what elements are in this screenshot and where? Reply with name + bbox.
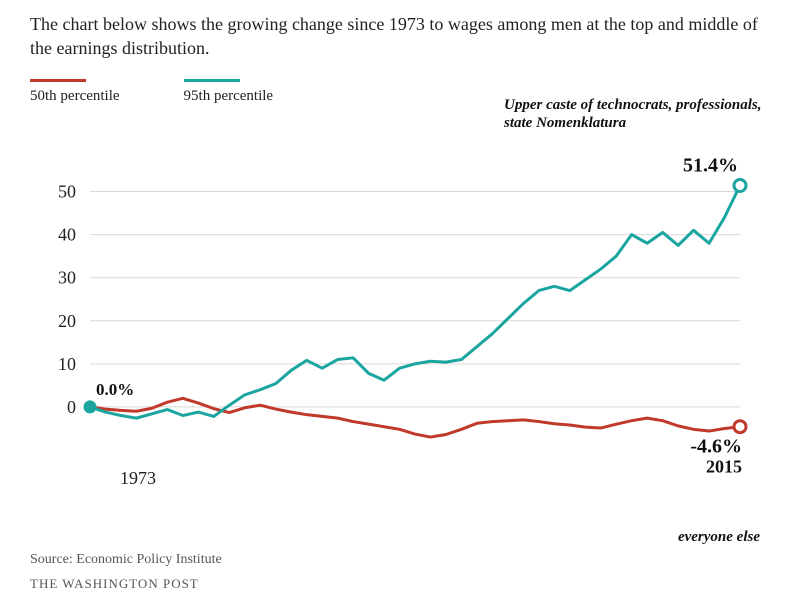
svg-text:30: 30 xyxy=(58,268,76,288)
svg-text:20: 20 xyxy=(58,311,76,331)
publisher-line: THE WASHINGTON POST xyxy=(30,576,222,592)
annotation-upper-caste: Upper caste of technocrats, professional… xyxy=(504,96,764,132)
svg-text:-4.6%: -4.6% xyxy=(690,436,742,458)
chart-footer: Source: Economic Policy Institute THE WA… xyxy=(30,552,222,592)
legend-item-p50: 50th percentile xyxy=(30,79,120,105)
annotation-everyone-else: everyone else xyxy=(678,528,760,546)
source-line: Source: Economic Policy Institute xyxy=(30,552,222,568)
legend-swatch-p95 xyxy=(184,79,240,82)
svg-text:40: 40 xyxy=(58,225,76,245)
svg-text:10: 10 xyxy=(58,354,76,374)
svg-text:50: 50 xyxy=(58,182,76,202)
svg-text:0.0%: 0.0% xyxy=(96,380,134,399)
chart-title: The chart below shows the growing change… xyxy=(30,12,770,61)
line-chart: 0 10 20 30 40 50 0.0% 51.4% -4.6% 1973 2015 xyxy=(30,150,770,490)
legend-swatch-p50 xyxy=(30,79,86,82)
legend-label-p95: 95th percentile xyxy=(184,88,274,105)
legend-item-p95: 95th percentile xyxy=(184,79,274,105)
svg-text:1973: 1973 xyxy=(120,468,156,488)
legend-label-p50: 50th percentile xyxy=(30,88,120,105)
chart-svg: 0 10 20 30 40 50 0.0% 51.4% -4.6% 1973 2015 xyxy=(30,150,770,490)
svg-text:2015: 2015 xyxy=(706,457,742,477)
svg-text:0: 0 xyxy=(67,397,76,417)
svg-text:51.4%: 51.4% xyxy=(683,155,738,177)
